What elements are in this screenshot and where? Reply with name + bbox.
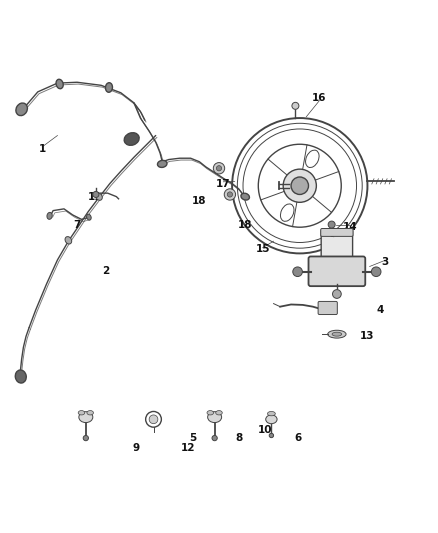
Ellipse shape xyxy=(15,370,26,383)
Circle shape xyxy=(83,435,88,441)
Circle shape xyxy=(332,289,341,298)
Text: 7: 7 xyxy=(74,220,81,230)
Text: 1: 1 xyxy=(39,143,46,154)
Text: 5: 5 xyxy=(189,433,196,442)
FancyBboxPatch shape xyxy=(321,229,353,236)
Ellipse shape xyxy=(207,410,214,415)
Ellipse shape xyxy=(332,332,342,336)
FancyBboxPatch shape xyxy=(308,256,365,286)
Circle shape xyxy=(216,166,222,171)
Text: 4: 4 xyxy=(377,305,384,315)
Text: 11: 11 xyxy=(87,192,102,201)
Ellipse shape xyxy=(16,103,28,116)
Circle shape xyxy=(213,163,225,174)
Ellipse shape xyxy=(47,212,52,219)
Circle shape xyxy=(328,221,335,228)
Ellipse shape xyxy=(56,79,63,88)
Ellipse shape xyxy=(124,133,139,146)
Ellipse shape xyxy=(87,214,91,220)
Text: 14: 14 xyxy=(343,222,357,232)
Text: 18: 18 xyxy=(192,196,207,206)
Text: 13: 13 xyxy=(360,332,374,341)
Ellipse shape xyxy=(241,193,250,200)
Text: 16: 16 xyxy=(312,93,327,103)
Circle shape xyxy=(149,415,158,424)
Ellipse shape xyxy=(328,330,346,338)
FancyBboxPatch shape xyxy=(321,229,353,263)
Ellipse shape xyxy=(158,160,167,167)
Circle shape xyxy=(293,267,302,277)
Text: 2: 2 xyxy=(102,266,109,276)
Ellipse shape xyxy=(216,410,222,415)
Circle shape xyxy=(212,435,217,441)
Text: 9: 9 xyxy=(132,443,140,453)
Ellipse shape xyxy=(268,411,276,416)
Text: 18: 18 xyxy=(238,220,252,230)
Text: 15: 15 xyxy=(255,244,270,254)
Text: 12: 12 xyxy=(181,443,196,453)
Ellipse shape xyxy=(208,411,222,423)
Text: 17: 17 xyxy=(216,179,231,189)
Ellipse shape xyxy=(95,193,102,200)
Circle shape xyxy=(269,433,274,438)
Text: 6: 6 xyxy=(294,433,301,442)
Circle shape xyxy=(283,169,316,203)
Circle shape xyxy=(291,177,308,195)
Circle shape xyxy=(227,192,233,197)
FancyBboxPatch shape xyxy=(318,302,337,314)
Ellipse shape xyxy=(292,179,303,192)
Text: 10: 10 xyxy=(258,425,272,435)
Ellipse shape xyxy=(266,415,277,424)
Ellipse shape xyxy=(87,410,93,415)
Ellipse shape xyxy=(79,411,93,423)
Text: 8: 8 xyxy=(235,433,242,442)
Text: 3: 3 xyxy=(381,257,389,267)
Circle shape xyxy=(292,102,299,109)
Ellipse shape xyxy=(65,237,72,244)
Circle shape xyxy=(93,191,99,198)
Circle shape xyxy=(371,267,381,277)
Circle shape xyxy=(224,189,236,200)
Ellipse shape xyxy=(78,410,85,415)
Ellipse shape xyxy=(106,83,113,92)
